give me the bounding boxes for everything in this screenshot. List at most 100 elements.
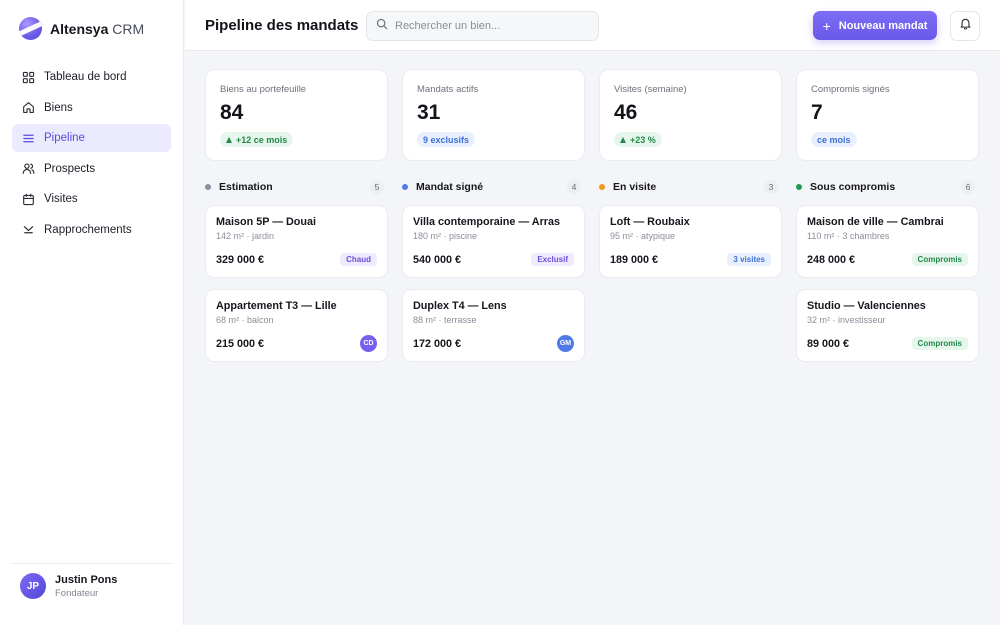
pipeline-card[interactable]: Loft — Roubaix 95 m² · atypique 189 000 … xyxy=(599,205,782,278)
sidebar-item-pipeline[interactable]: Pipeline xyxy=(12,124,171,152)
card-title: Maison de ville — Cambrai xyxy=(807,216,944,228)
status-badge: Chaud xyxy=(340,253,377,266)
column-header-en-visite: En visite 3 xyxy=(599,180,778,194)
brand[interactable]: Altensya CRM xyxy=(19,17,144,40)
search-input[interactable] xyxy=(395,20,585,32)
column-title: En visite xyxy=(613,181,657,193)
status-dot xyxy=(205,184,211,190)
card-details: 68 m² · balcon xyxy=(216,315,274,325)
card-price: 215 000 € xyxy=(216,338,265,350)
stat-card-portfolio: Biens au portefeuille 84 +12 ce mois xyxy=(205,69,388,161)
column-count: 3 xyxy=(764,180,778,194)
stat-badge: ce mois xyxy=(811,132,857,148)
stat-card-active-mandates: Mandats actifs 31 9 exclusifs xyxy=(402,69,585,161)
new-mandate-button[interactable]: + Nouveau mandat xyxy=(813,11,937,40)
card-title: Duplex T4 — Lens xyxy=(413,300,507,312)
card-price: 172 000 € xyxy=(413,338,462,350)
column-count: 5 xyxy=(370,180,384,194)
home-icon xyxy=(22,101,35,114)
stat-label: Mandats actifs xyxy=(417,84,479,95)
trend-up-icon xyxy=(226,136,232,143)
sidebar-item-label: Biens xyxy=(44,101,73,114)
status-dot xyxy=(796,184,802,190)
column-count: 4 xyxy=(567,180,581,194)
card-details: 32 m² · investisseur xyxy=(807,315,886,325)
pipeline-card[interactable]: Villa contemporaine — Arras 180 m² · pis… xyxy=(402,205,585,278)
brand-name: Altensya CRM xyxy=(50,20,145,37)
card-details: 110 m² · 3 chambres xyxy=(807,231,890,241)
sidebar-item-biens[interactable]: Biens xyxy=(12,94,171,122)
pipeline-card[interactable]: Maison 5P — Douai 142 m² · jardin 329 00… xyxy=(205,205,388,278)
grid-icon xyxy=(22,71,35,84)
status-badge: Compromis xyxy=(911,253,968,266)
stat-card-compromis: Compromis signés 7 ce mois xyxy=(796,69,979,161)
calendar-icon xyxy=(22,193,35,206)
stat-value: 46 xyxy=(614,101,638,124)
bell-icon xyxy=(959,17,972,35)
card-price: 329 000 € xyxy=(216,254,265,266)
sidebar-item-label: Visites xyxy=(44,193,78,205)
sidebar-item-prospects[interactable]: Prospects xyxy=(12,155,171,183)
user-role: Fondateur xyxy=(55,587,99,599)
column-title: Sous compromis xyxy=(810,181,896,193)
card-title: Studio — Valenciennes xyxy=(807,300,926,312)
status-dot xyxy=(402,184,408,190)
card-price: 189 000 € xyxy=(610,254,659,266)
card-title: Villa contemporaine — Arras xyxy=(413,216,561,228)
sidebar-item-label: Tableau de bord xyxy=(44,71,127,83)
status-badge: Compromis xyxy=(911,337,968,350)
stat-card-visits: Visites (semaine) 46 +23 % xyxy=(599,69,782,161)
column-header-estimation: Estimation 5 xyxy=(205,180,384,194)
search-box[interactable] xyxy=(366,11,599,41)
search-icon xyxy=(376,17,388,35)
avatar: JP xyxy=(20,573,46,599)
card-details: 88 m² · terrasse xyxy=(413,315,477,325)
column-header-mandat-signe: Mandat signé 4 xyxy=(402,180,581,194)
stat-badge: +12 ce mois xyxy=(220,132,294,148)
stat-label: Biens au portefeuille xyxy=(220,84,307,95)
trend-up-icon xyxy=(620,136,626,143)
sidebar-item-rapprochements[interactable]: Rapprochements xyxy=(12,216,171,244)
column-title: Mandat signé xyxy=(416,181,484,193)
sidebar-nav: Tableau de bord Biens Pipeline Prospects… xyxy=(12,63,171,246)
plus-icon: + xyxy=(822,17,831,34)
card-details: 142 m² · jardin xyxy=(216,231,275,241)
column-title: Estimation xyxy=(219,181,273,193)
sidebar: Altensya CRM Tableau de bord Biens Pipel… xyxy=(0,0,184,625)
pipeline-card[interactable]: Appartement T3 — Lille 68 m² · balcon 21… xyxy=(205,289,388,362)
stat-value: 31 xyxy=(417,101,441,124)
status-dot xyxy=(599,184,605,190)
column-header-sous-compromis: Sous compromis 6 xyxy=(796,180,975,194)
stat-value: 7 xyxy=(811,101,823,124)
pipeline-card[interactable]: Duplex T4 — Lens 88 m² · terrasse 172 00… xyxy=(402,289,585,362)
pipeline-card[interactable]: Studio — Valenciennes 32 m² · investisse… xyxy=(796,289,979,362)
page-title: Pipeline des mandats xyxy=(205,17,359,34)
merge-icon xyxy=(22,223,35,236)
stat-value: 84 xyxy=(220,101,244,124)
agent-avatar: GM xyxy=(557,335,574,352)
list-icon xyxy=(22,132,35,145)
sidebar-item-tableau-de-bord[interactable]: Tableau de bord xyxy=(12,63,171,91)
card-details: 95 m² · atypique xyxy=(610,231,676,241)
notifications-button[interactable] xyxy=(950,11,980,41)
top-bar: Pipeline des mandats + Nouveau mandat xyxy=(185,0,1000,51)
stat-badge: 9 exclusifs xyxy=(417,132,476,148)
stat-badge: +23 % xyxy=(614,132,662,148)
new-mandate-label: Nouveau mandat xyxy=(838,19,928,32)
column-count: 6 xyxy=(961,180,975,194)
card-title: Appartement T3 — Lille xyxy=(216,300,337,312)
sidebar-item-label: Rapprochements xyxy=(44,223,132,236)
pipeline-card[interactable]: Maison de ville — Cambrai 110 m² · 3 cha… xyxy=(796,205,979,278)
status-badge: 3 visites xyxy=(727,253,771,266)
user-profile[interactable]: JP Justin Pons Fondateur xyxy=(12,563,172,599)
sidebar-item-label: Prospects xyxy=(44,162,96,175)
agent-avatar: CD xyxy=(360,335,377,352)
card-price: 89 000 € xyxy=(807,338,850,350)
status-badge: Exclusif xyxy=(531,253,574,266)
sidebar-item-label: Pipeline xyxy=(44,132,85,144)
card-price: 248 000 € xyxy=(807,254,856,266)
users-icon xyxy=(22,162,35,175)
card-title: Loft — Roubaix xyxy=(610,216,690,228)
sidebar-item-visites[interactable]: Visites xyxy=(12,185,171,213)
card-details: 180 m² · piscine xyxy=(413,231,478,241)
